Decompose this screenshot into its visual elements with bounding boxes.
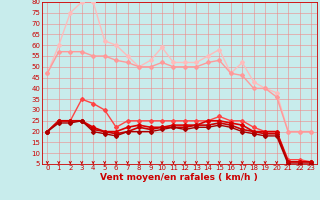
X-axis label: Vent moyen/en rafales ( km/h ): Vent moyen/en rafales ( km/h ) (100, 173, 258, 182)
